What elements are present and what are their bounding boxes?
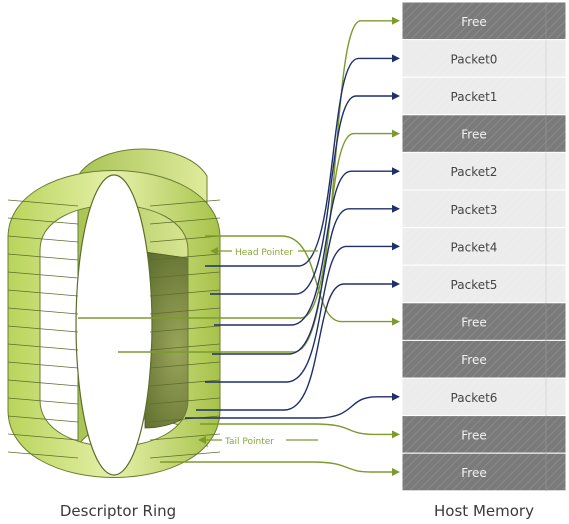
ring-segment-line (7, 307, 79, 315)
ring-segment-line (149, 379, 221, 387)
ring-segment-line (7, 379, 79, 387)
memory-block-label: Packet6 (451, 391, 498, 405)
used-descriptor-arrow (205, 54, 400, 267)
memory-block: Free (401, 415, 567, 454)
memory-block: Packet2 (401, 151, 567, 191)
ring-segment-line (7, 235, 79, 243)
descriptor-ring-caption: Descriptor Ring (60, 502, 176, 520)
memory-block: Free (401, 452, 567, 492)
memory-block-label: Packet3 (451, 203, 498, 217)
tail-pointer-label: Tail Pointer (224, 437, 274, 447)
memory-block: Free (401, 114, 567, 153)
ring-segment-line (7, 325, 79, 333)
ring-segment-line (149, 343, 221, 351)
host-memory: Free Packet0 Packet1 Free Packet2 Packet3 Pack… (401, 1, 567, 492)
head-pointer: Head Pointer (210, 245, 318, 258)
ring-segment-line (149, 307, 221, 315)
memory-block: Packet5 (401, 264, 567, 304)
ring-segment-line (7, 253, 79, 261)
ring-segment-line (7, 451, 79, 459)
ring-segment-line (149, 325, 221, 333)
ring-segment-line (7, 289, 79, 297)
memory-block: Packet3 (401, 189, 567, 229)
host-memory-caption: Host Memory (434, 502, 534, 520)
ring-segment-line (7, 217, 79, 225)
free-descriptor-arrow (160, 461, 400, 476)
memory-block-label: Packet5 (451, 278, 498, 292)
ring-segment-line (149, 289, 221, 297)
memory-block-label: Free (461, 353, 486, 367)
ring-segment-line (7, 415, 79, 423)
descriptor-arrows (78, 16, 400, 476)
used-descriptor-arrow (185, 392, 400, 419)
tail-pointer: Tail Pointer (198, 434, 318, 447)
used-descriptor-arrow (196, 280, 400, 411)
memory-block: Free (401, 1, 567, 41)
ring-segment-line (149, 361, 221, 369)
ring-segment-line (7, 397, 79, 405)
used-descriptor-arrow (214, 167, 400, 326)
ring-segment-line (149, 451, 221, 459)
memory-block-label: Packet0 (451, 52, 498, 66)
memory-block: Free (401, 302, 567, 341)
used-descriptor-arrow (210, 92, 400, 295)
memory-block-label: Free (461, 428, 486, 442)
ring-opening (75, 174, 153, 476)
ring-segment-line (7, 343, 79, 351)
free-descriptor-arrow (205, 235, 400, 326)
memory-block-label: Packet2 (451, 165, 498, 179)
head-pointer-label: Head Pointer (235, 248, 293, 258)
memory-block-label: Free (461, 316, 486, 330)
ring-segment-line (149, 235, 221, 243)
memory-block: Packet0 (401, 39, 567, 78)
ring-segment-line (7, 199, 79, 207)
memory-block-label: Packet1 (451, 90, 498, 104)
ring-segment-line (149, 217, 221, 225)
memory-block-label: Free (461, 466, 486, 480)
ring-segment-lines (7, 199, 221, 459)
ring-segment-line (149, 253, 221, 261)
memory-block: Packet6 (401, 377, 567, 417)
ring-segment-line (7, 433, 79, 441)
ring-segment-line (149, 199, 221, 207)
used-descriptor-arrow (205, 242, 400, 383)
ring-segment-line (7, 271, 79, 279)
used-descriptor-arrow (212, 204, 400, 355)
descriptor-ring (7, 148, 221, 478)
ring-segment-line (149, 397, 221, 405)
memory-block-label: Free (461, 15, 486, 29)
ring-segment-line (149, 415, 221, 423)
ring-segment-line (7, 361, 79, 369)
memory-block-label: Free (461, 128, 486, 142)
ring-segment-line (149, 433, 221, 441)
memory-block: Free (401, 339, 567, 379)
ring-segment-line (149, 271, 221, 279)
memory-block: Packet4 (401, 227, 567, 266)
memory-block: Packet1 (401, 76, 567, 116)
free-descriptor-arrow (78, 16, 400, 319)
free-descriptor-arrow (200, 423, 400, 439)
memory-block-label: Packet4 (451, 240, 498, 254)
